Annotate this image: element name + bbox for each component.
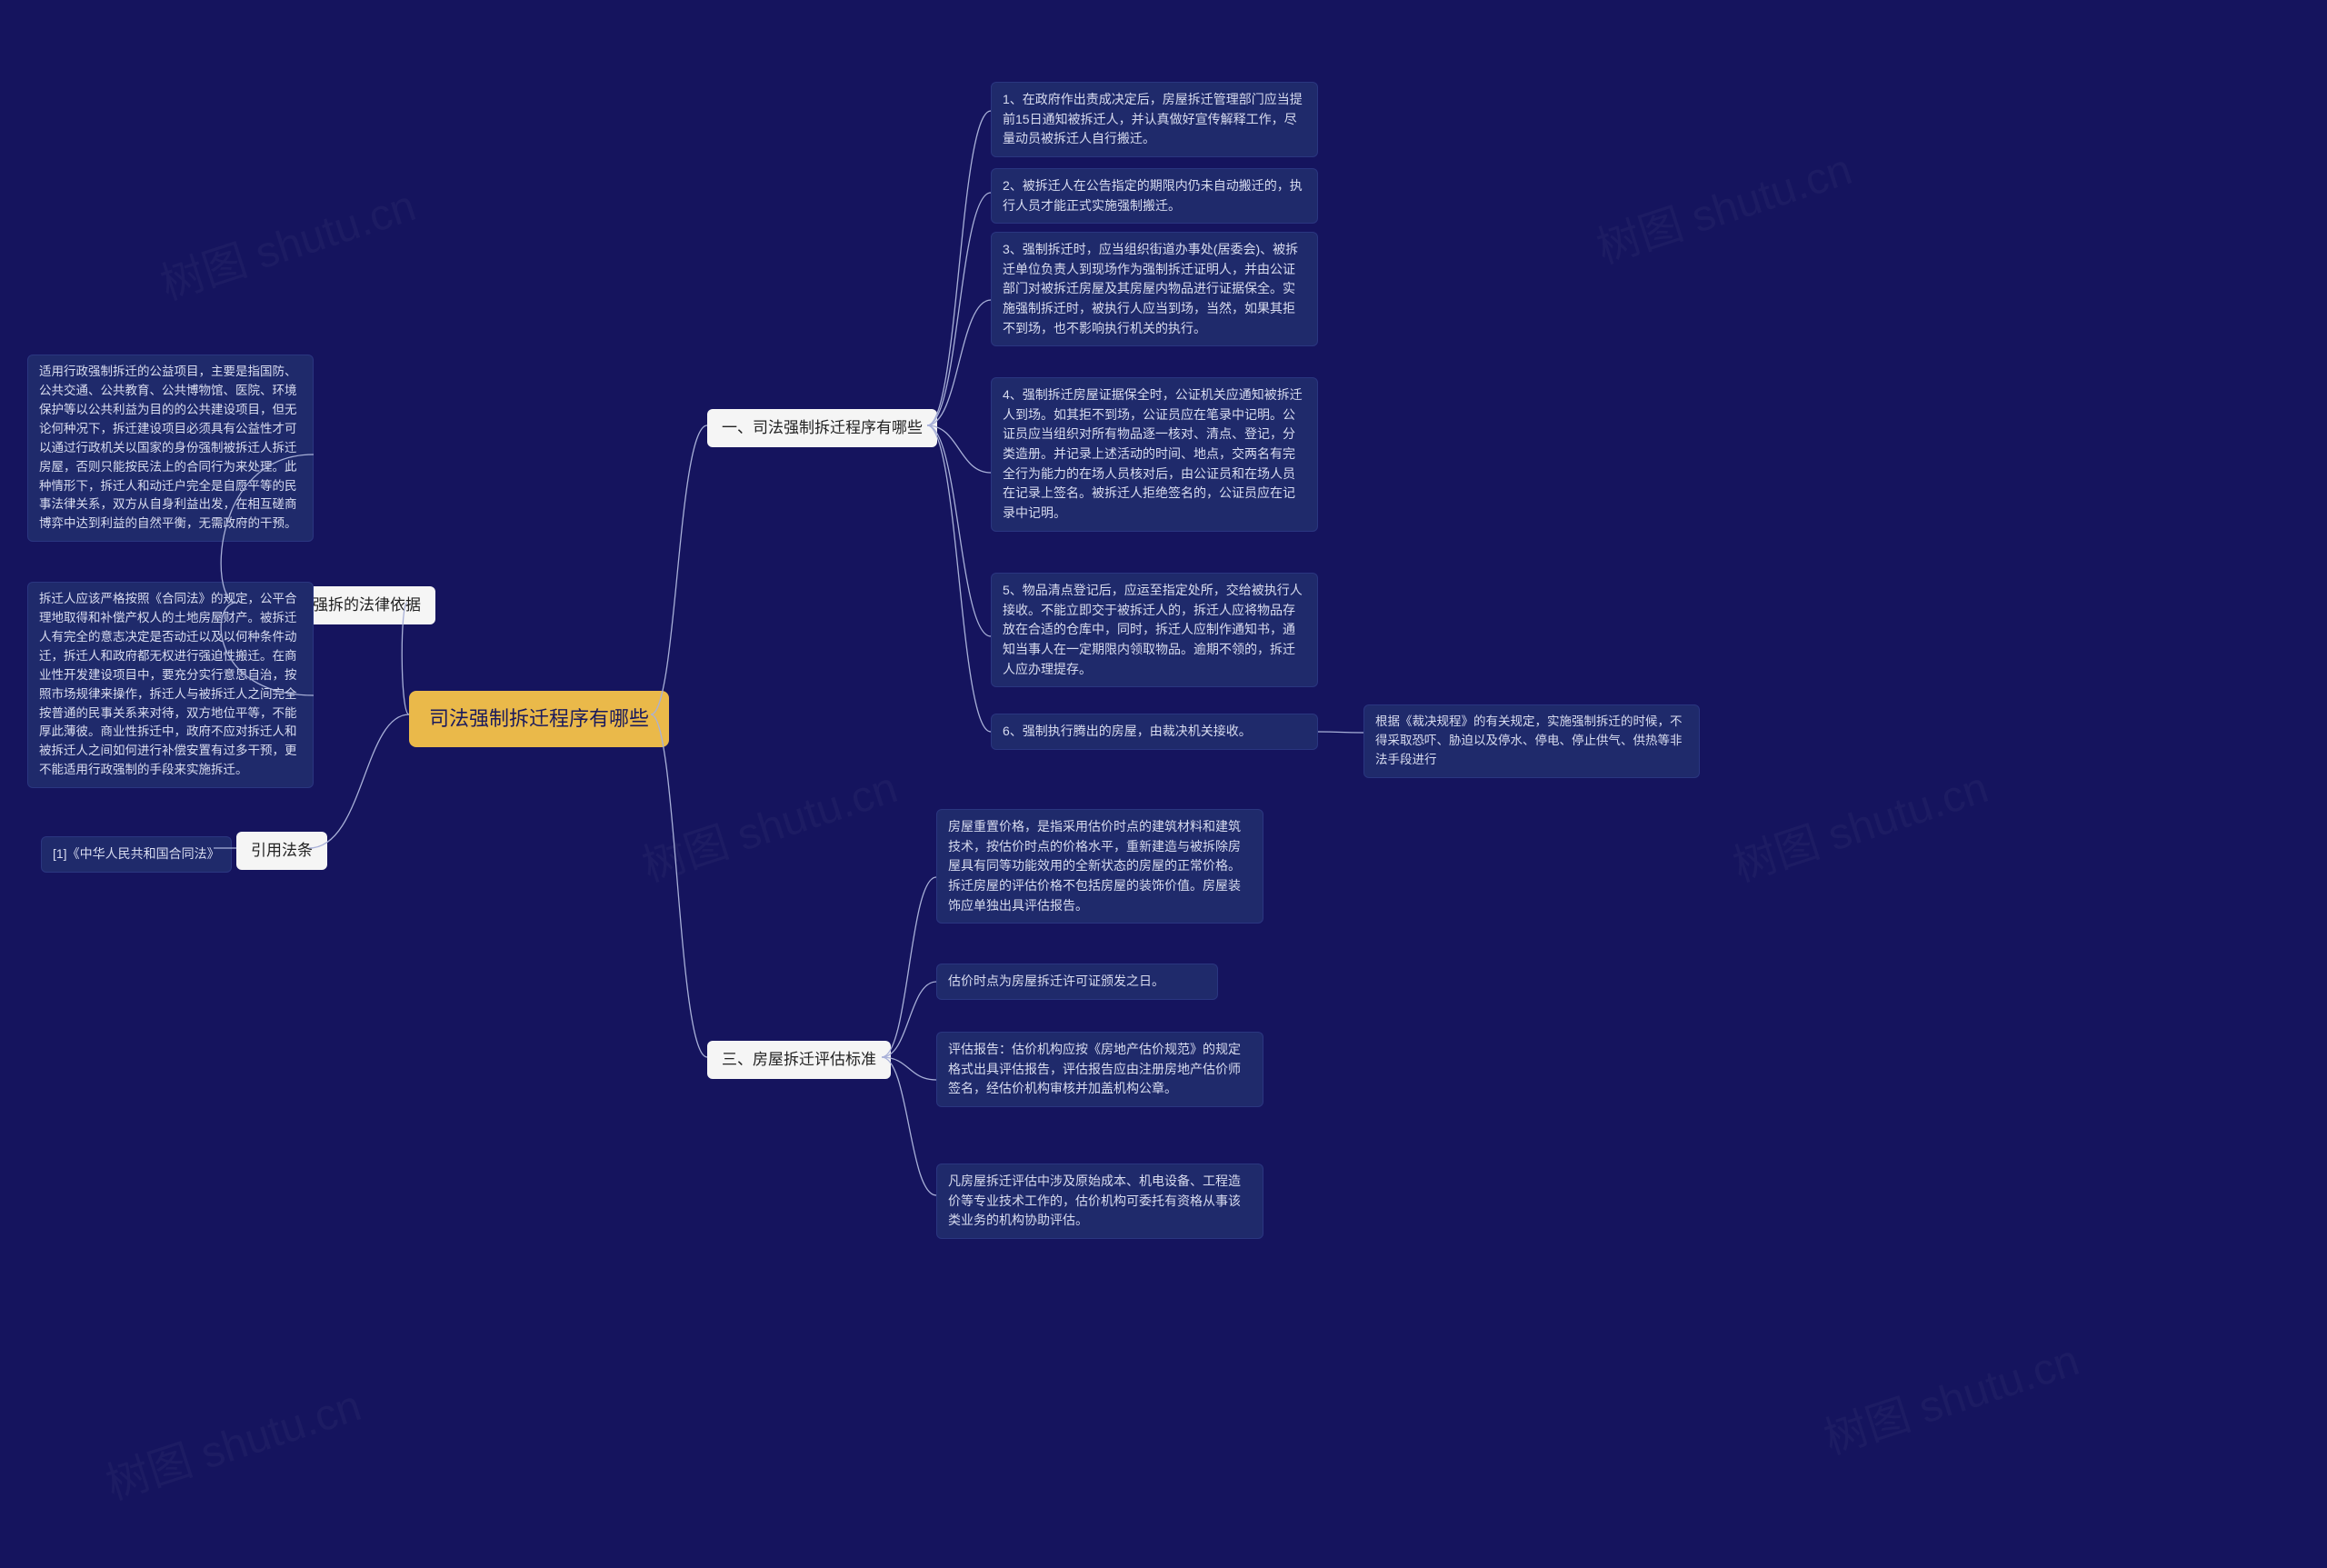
leaf-text: 2、被拆迁人在公告指定的期限内仍未自动搬迁的，执行人员才能正式实施强制搬迁。 — [1003, 178, 1303, 213]
watermark: 树图 shutu.cn — [151, 170, 422, 312]
watermark: 树图 shutu.cn — [96, 1370, 367, 1512]
branch-1-leaf-5: 5、物品清点登记后，应运至指定处所，交给被执行人接收。不能立即交于被拆迁人的，拆… — [991, 573, 1318, 687]
leaf-text: 适用行政强制拆迁的公益项目，主要是指国防、公共交通、公共教育、公共博物馆、医院、… — [39, 365, 297, 530]
branch-1-leaf-2: 2、被拆迁人在公告指定的期限内仍未自动搬迁的，执行人员才能正式实施强制搬迁。 — [991, 168, 1318, 224]
center-label: 司法强制拆迁程序有哪些 — [429, 707, 649, 730]
leaf-text: 5、物品清点登记后，应运至指定处所，交给被执行人接收。不能立即交于被拆迁人的，拆… — [1003, 583, 1303, 676]
branch-ref-leaf-1: [1]《中华人民共和国合同法》 — [41, 836, 232, 873]
leaf-text: 3、强制拆迁时，应当组织街道办事处(居委会)、被拆迁单位负责人到现场作为强制拆迁… — [1003, 242, 1298, 335]
leaf-text: 1、在政府作出责成决定后，房屋拆迁管理部门应当提前15日通知被拆迁人，并认真做好… — [1003, 92, 1303, 145]
leaf-text: 估价时点为房屋拆迁许可证颁发之日。 — [948, 974, 1164, 988]
branch-3-leaf-2: 估价时点为房屋拆迁许可证颁发之日。 — [936, 964, 1218, 1000]
branch-1-leaf-3: 3、强制拆迁时，应当组织街道办事处(居委会)、被拆迁单位负责人到现场作为强制拆迁… — [991, 232, 1318, 346]
branch-1: 一、司法强制拆迁程序有哪些 — [707, 409, 937, 447]
branch-1-leaf-1: 1、在政府作出责成决定后，房屋拆迁管理部门应当提前15日通知被拆迁人，并认真做好… — [991, 82, 1318, 157]
leaf-text: 拆迁人应该严格按照《合同法》的规定，公平合理地取得和补偿产权人的土地房屋财产。被… — [39, 592, 297, 776]
branch-ref-label: 引用法条 — [251, 842, 313, 859]
branch-1-leaf-6-sub: 根据《裁决规程》的有关规定，实施强制拆迁的时候，不得采取恐吓、胁迫以及停水、停电… — [1363, 704, 1700, 778]
leaf-text: 评估报告：估价机构应按《房地产估价规范》的规定格式出具评估报告，评估报告应由注册… — [948, 1042, 1241, 1095]
leaf-text: 房屋重置价格，是指采用估价时点的建筑材料和建筑技术，按估价时点的价格水平，重新建… — [948, 819, 1241, 913]
leaf-text: 根据《裁决规程》的有关规定，实施强制拆迁的时候，不得采取恐吓、胁迫以及停水、停电… — [1375, 714, 1683, 766]
watermark: 树图 shutu.cn — [1587, 134, 1858, 275]
branch-1-leaf-4: 4、强制拆迁房屋证据保全时，公证机关应通知被拆迁人到场。如其拒不到场，公证员应在… — [991, 377, 1318, 532]
watermark: 树图 shutu.cn — [633, 752, 904, 894]
branch-2-leaf-2: 拆迁人应该严格按照《合同法》的规定，公平合理地取得和补偿产权人的土地房屋财产。被… — [27, 582, 314, 788]
branch-3-label: 三、房屋拆迁评估标准 — [722, 1051, 876, 1068]
branch-1-leaf-6: 6、强制执行腾出的房屋，由裁决机关接收。 — [991, 714, 1318, 750]
leaf-text: [1]《中华人民共和国合同法》 — [53, 846, 220, 861]
watermark: 树图 shutu.cn — [1814, 1324, 2085, 1466]
branch-1-label: 一、司法强制拆迁程序有哪些 — [722, 419, 923, 436]
leaf-text: 4、强制拆迁房屋证据保全时，公证机关应通知被拆迁人到场。如其拒不到场，公证员应在… — [1003, 387, 1303, 520]
leaf-text: 凡房屋拆迁评估中涉及原始成本、机电设备、工程造价等专业技术工作的，估价机构可委托… — [948, 1174, 1241, 1227]
branch-3: 三、房屋拆迁评估标准 — [707, 1041, 891, 1079]
branch-2-leaf-1: 适用行政强制拆迁的公益项目，主要是指国防、公共交通、公共教育、公共博物馆、医院、… — [27, 355, 314, 542]
branch-ref: 引用法条 — [236, 832, 327, 870]
branch-3-leaf-1: 房屋重置价格，是指采用估价时点的建筑材料和建筑技术，按估价时点的价格水平，重新建… — [936, 809, 1263, 924]
center-node: 司法强制拆迁程序有哪些 — [409, 691, 669, 747]
watermark: 树图 shutu.cn — [1723, 752, 1994, 894]
branch-3-leaf-3: 评估报告：估价机构应按《房地产估价规范》的规定格式出具评估报告，评估报告应由注册… — [936, 1032, 1263, 1107]
leaf-text: 6、强制执行腾出的房屋，由裁决机关接收。 — [1003, 724, 1252, 738]
branch-3-leaf-4: 凡房屋拆迁评估中涉及原始成本、机电设备、工程造价等专业技术工作的，估价机构可委托… — [936, 1164, 1263, 1239]
